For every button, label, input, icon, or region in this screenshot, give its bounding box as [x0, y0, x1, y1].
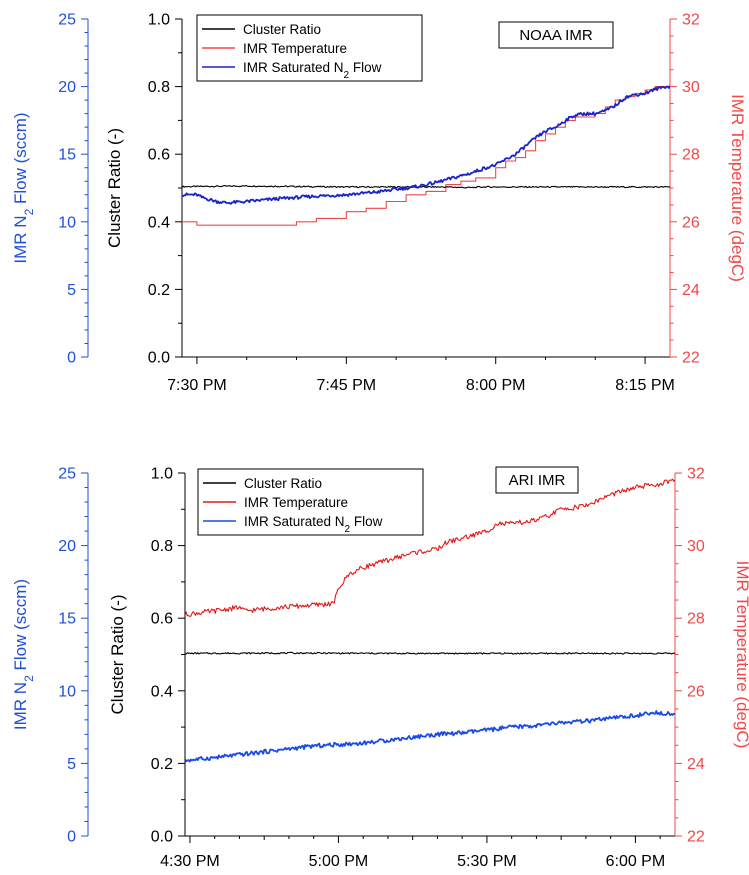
series-line-imr-temperature [185, 478, 675, 618]
legend-label: Cluster Ratio [243, 22, 321, 37]
chart-panel-ari: 0.00.20.40.60.81.00510152025222426283032… [11, 466, 749, 871]
legend-label: IMR Saturated N2 Flow [244, 514, 383, 535]
series-line-cluster-ratio [182, 184, 670, 189]
left-tick-label: 0.4 [148, 214, 170, 231]
temp-tick-label: 32 [682, 12, 700, 29]
legend-label-main: IMR Saturated N [244, 514, 345, 529]
flow-axis-title-post: Flow (sccm) [11, 579, 30, 675]
flow-tick-label: 15 [58, 611, 76, 628]
left-tick-label: 1.0 [148, 12, 170, 29]
legend-label-main: IMR Saturated N [243, 60, 344, 75]
instrument-tag: NOAA IMR [519, 27, 593, 44]
x-tick-label: 6:00 PM [606, 853, 666, 870]
temp-tick-label: 30 [687, 538, 705, 555]
plot-area [185, 478, 675, 763]
left-tick-label: 0.0 [148, 350, 170, 367]
temp-tick-label: 24 [687, 756, 705, 773]
left-axis-title: Cluster Ratio (-) [105, 128, 124, 248]
temp-tick-label: 28 [682, 147, 700, 164]
temp-tick-label: 26 [687, 683, 705, 700]
left-tick-label: 0.6 [148, 147, 170, 164]
x-tick-label: 8:15 PM [615, 377, 675, 394]
plot-area [182, 85, 670, 226]
flow-axis-title-post: Flow (sccm) [11, 112, 30, 208]
legend-label-main: Cluster Ratio [243, 22, 321, 37]
left-tick-label: 0.6 [151, 611, 173, 628]
temp-axis-title: IMR Temperature (degC) [728, 94, 747, 282]
flow-tick-label: 5 [67, 756, 76, 773]
legend-label-main: Cluster Ratio [244, 476, 322, 491]
temp-tick-label: 22 [682, 350, 700, 367]
temp-tick-label: 28 [687, 611, 705, 628]
flow-tick-label: 20 [58, 79, 76, 96]
chart-panel-noaa: 0.00.20.40.60.81.00510152025222426283032… [11, 12, 747, 395]
x-tick-label: 5:00 PM [309, 853, 369, 870]
legend-label-post: Flow [350, 514, 383, 529]
left-tick-label: 1.0 [151, 466, 173, 483]
flow-axis-title-sub: 2 [22, 208, 36, 215]
legend-label-post: Flow [349, 60, 382, 75]
temp-tick-label: 22 [687, 829, 705, 846]
temp-tick-label: 26 [682, 214, 700, 231]
flow-tick-label: 5 [67, 282, 76, 299]
flow-tick-label: 25 [58, 466, 76, 483]
x-tick-label: 7:45 PM [317, 377, 377, 394]
left-tick-label: 0.8 [151, 538, 173, 555]
temp-tick-label: 30 [682, 79, 700, 96]
temp-axis-title: IMR Temperature (degC) [733, 561, 749, 749]
series-line-imr-n2-flow [185, 710, 675, 763]
left-axis-title: Cluster Ratio (-) [108, 595, 127, 715]
flow-tick-label: 0 [67, 829, 76, 846]
legend-label: IMR Saturated N2 Flow [243, 60, 382, 81]
left-tick-label: 0.2 [148, 282, 170, 299]
legend-label-sub: 2 [345, 524, 351, 535]
flow-axis-title: IMR N2 Flow (sccm) [11, 112, 36, 263]
left-tick-label: 0.8 [148, 79, 170, 96]
temp-tick-label: 32 [687, 466, 705, 483]
instrument-tag-box [498, 21, 614, 49]
flow-axis-title-pre: IMR N [11, 215, 30, 263]
x-tick-label: 5:30 PM [457, 853, 517, 870]
flow-tick-label: 10 [58, 214, 76, 231]
legend-label: Cluster Ratio [244, 476, 322, 491]
flow-axis-title-pre: IMR N [11, 682, 30, 730]
x-tick-label: 4:30 PM [160, 853, 220, 870]
left-tick-label: 0.0 [151, 829, 173, 846]
instrument-tag-box [495, 466, 579, 494]
flow-tick-label: 25 [58, 12, 76, 29]
series-line-imr-n2-flow [182, 85, 670, 205]
legend-label: IMR Temperature [244, 495, 348, 510]
legend-label-main: IMR Temperature [244, 495, 348, 510]
legend-label-main: IMR Temperature [243, 41, 347, 56]
flow-axis-title-sub: 2 [22, 675, 36, 682]
left-tick-label: 0.4 [151, 683, 173, 700]
flow-tick-label: 15 [58, 147, 76, 164]
flow-axis-title: IMR N2 Flow (sccm) [11, 579, 36, 730]
series-line-cluster-ratio [185, 651, 675, 655]
flow-tick-label: 0 [67, 350, 76, 367]
legend-label: IMR Temperature [243, 41, 347, 56]
flow-tick-label: 20 [58, 538, 76, 555]
left-tick-label: 0.2 [151, 756, 173, 773]
legend: Cluster Ratio IMR Temperature IMR Saturate… [197, 468, 424, 536]
x-tick-label: 7:30 PM [167, 377, 227, 394]
x-tick-label: 8:00 PM [466, 377, 526, 394]
temp-tick-label: 24 [682, 282, 700, 299]
flow-tick-label: 10 [58, 683, 76, 700]
legend-label-sub: 2 [344, 70, 350, 81]
series-line-imr-temperature [182, 86, 670, 226]
instrument-tag: ARI IMR [509, 472, 566, 489]
legend: Cluster Ratio IMR Temperature IMR Saturate… [196, 14, 423, 82]
